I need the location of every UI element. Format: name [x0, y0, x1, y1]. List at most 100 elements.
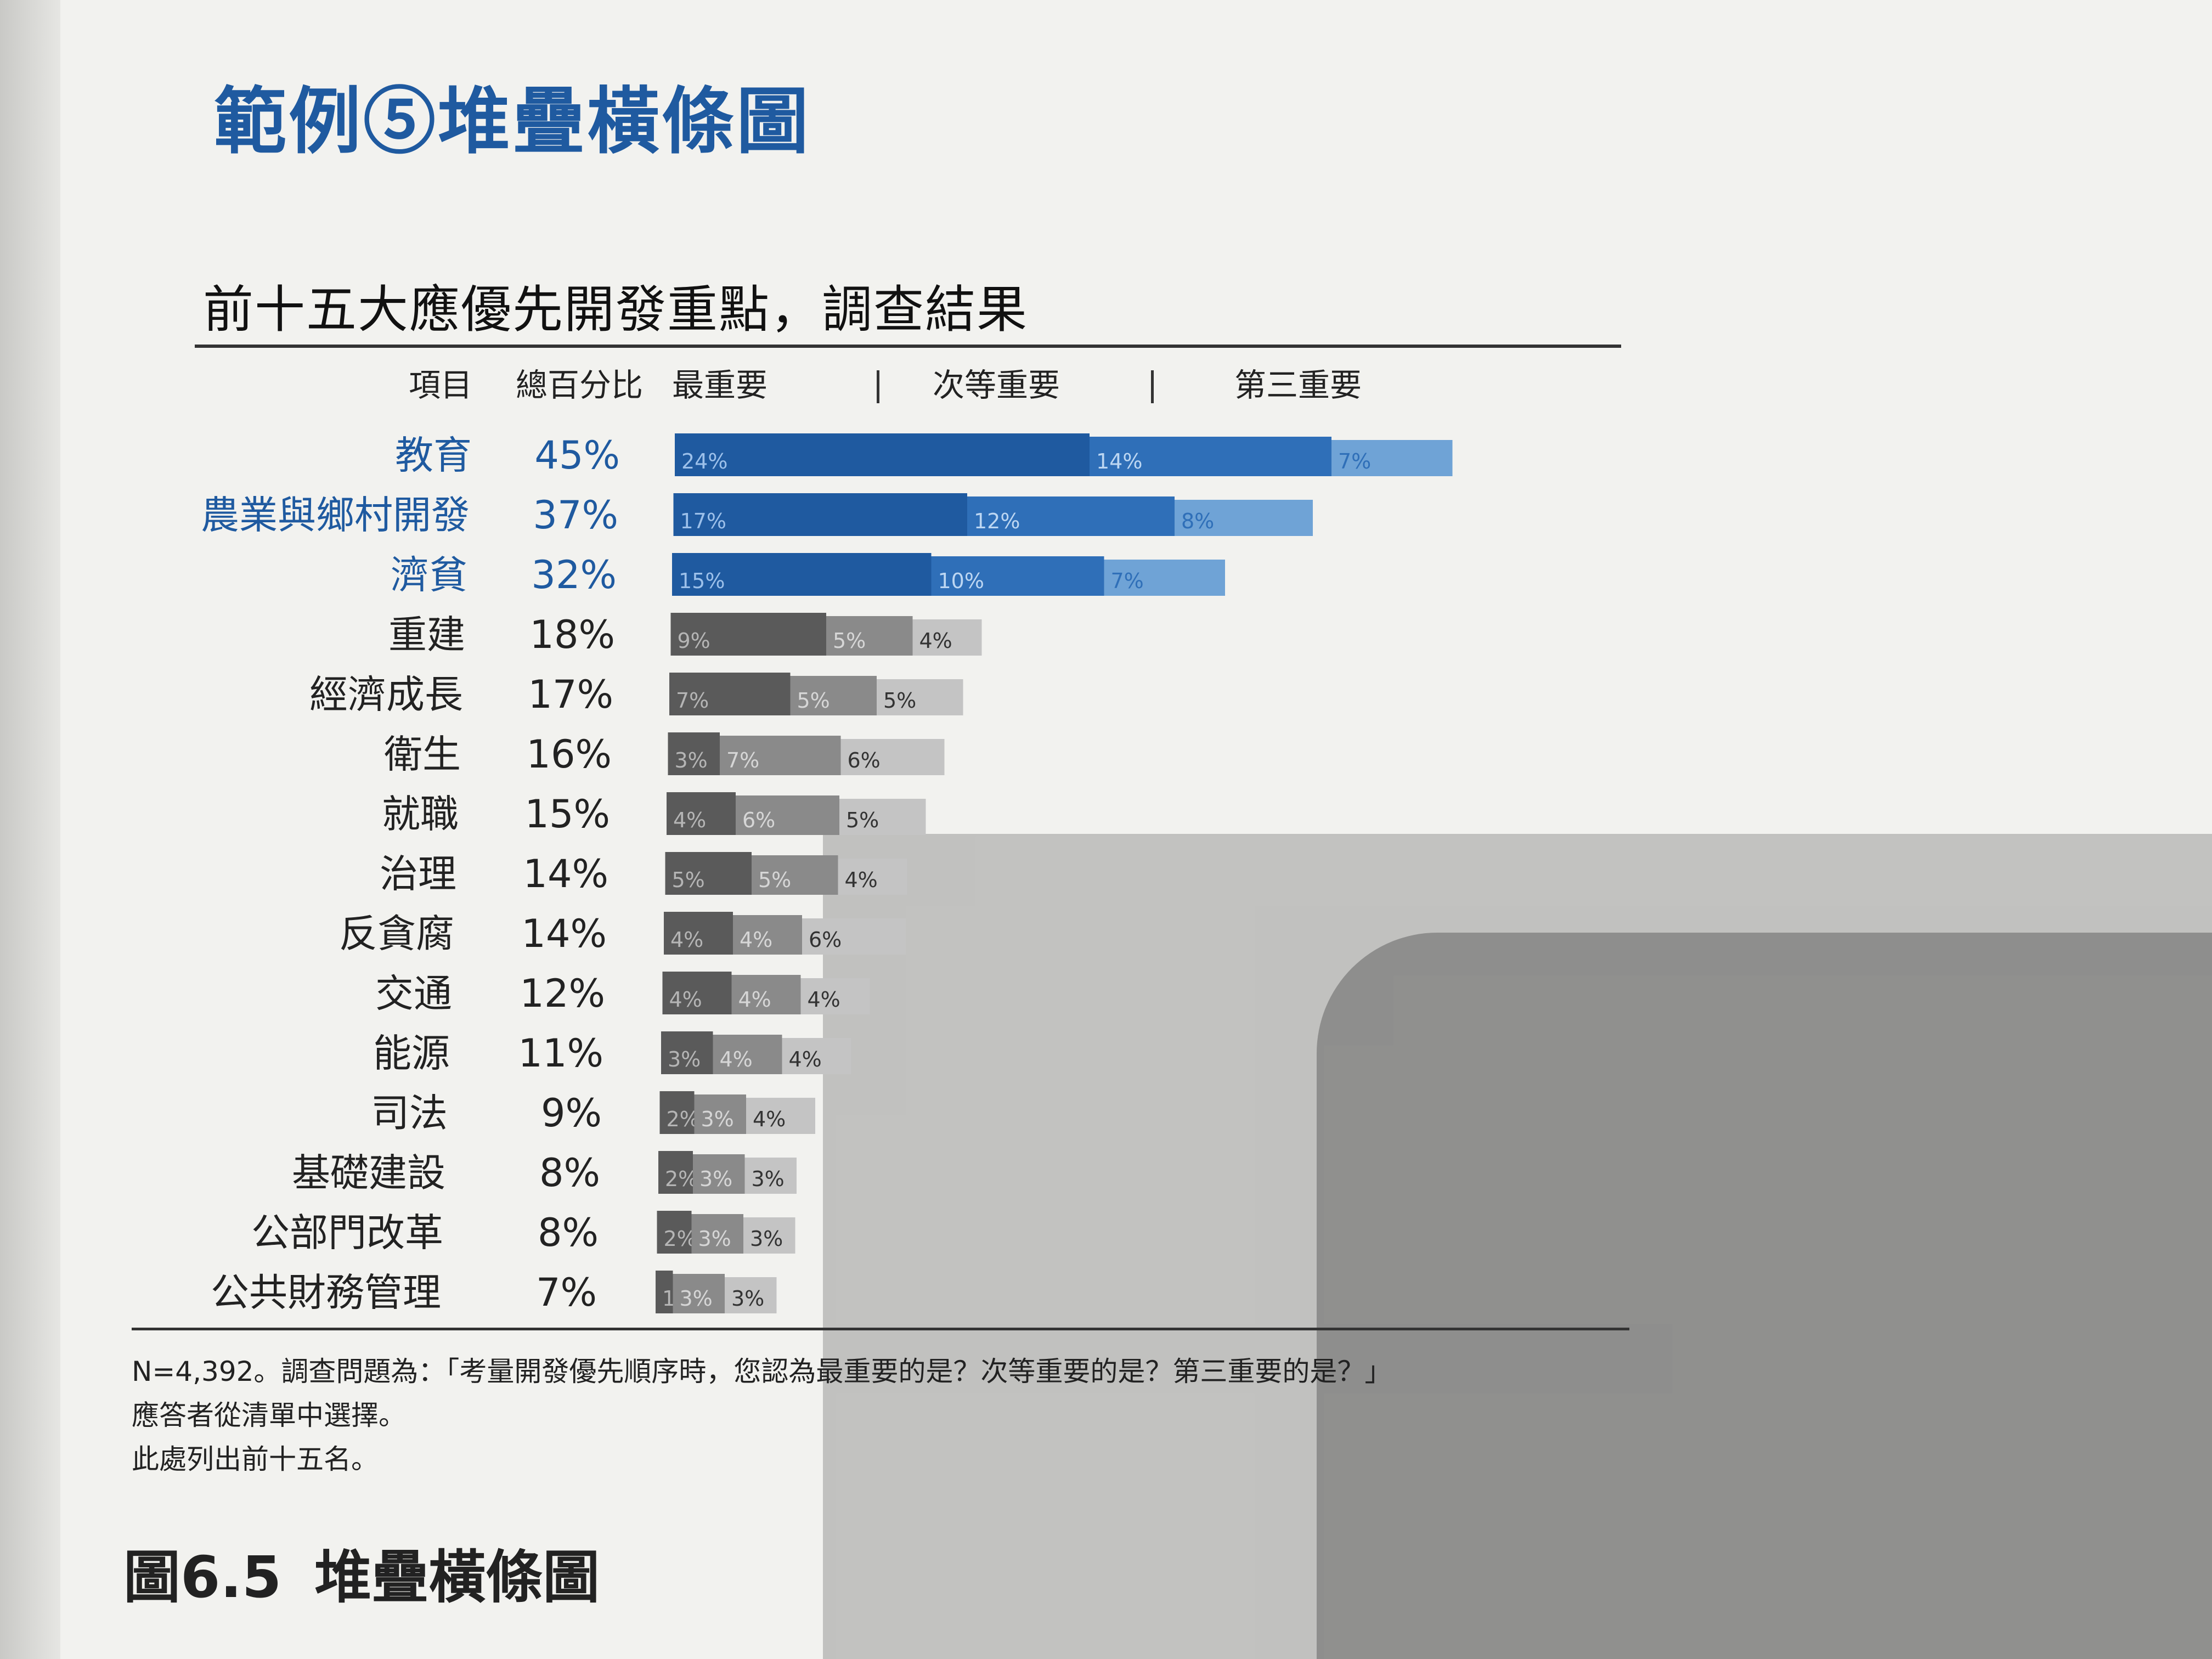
bar-segment: [1331, 440, 1453, 476]
bar-segment: [659, 1091, 695, 1134]
bar-segment: [657, 1211, 692, 1254]
segment-label: 6%: [809, 928, 842, 952]
category-label: 重建: [388, 612, 465, 657]
header-total: 總百分比: [516, 366, 644, 404]
segment-label: 6%: [848, 748, 881, 772]
bar-segment: [838, 859, 907, 895]
category-label: 基礎建設: [292, 1150, 445, 1195]
category-label: 公部門改革: [251, 1210, 443, 1255]
bar-segment: [782, 1038, 851, 1074]
category-label: 衛生: [384, 732, 461, 777]
bar-segment: [673, 493, 967, 536]
bar-segment: [691, 1214, 743, 1254]
header-separator: [877, 370, 879, 403]
bar-segment: [669, 673, 791, 715]
page-edge: [0, 0, 60, 1659]
segment-label: 5%: [883, 689, 916, 713]
bar-segment: [826, 616, 913, 656]
figure-number: 圖6.5: [123, 1544, 282, 1611]
bar-segment: [670, 613, 826, 656]
bar-segment: [1175, 500, 1313, 536]
segment-label: 7%: [1338, 449, 1371, 473]
segment-label: 24%: [681, 449, 727, 473]
segment-label: 7%: [1111, 569, 1144, 593]
bar-segment: [802, 918, 906, 955]
book-page: [60, 0, 2212, 1659]
segment-label: 17%: [680, 509, 726, 533]
category-label: 濟貧: [391, 552, 467, 597]
segment-label: 2%: [664, 1227, 697, 1251]
bar-segment: [675, 433, 1090, 476]
bar-segment: [1090, 437, 1331, 476]
total-label: 14%: [521, 911, 607, 956]
note-line: 應答者從清單中選擇。: [132, 1400, 406, 1431]
top-rule: [195, 345, 1621, 348]
segment-label: 3%: [701, 1107, 734, 1131]
header-separator: [1151, 370, 1154, 403]
segment-label: 2%: [665, 1167, 698, 1191]
chart-title: 前十五大應優先開發重點，調查結果: [203, 280, 1029, 339]
category-label: 能源: [373, 1031, 450, 1076]
bar-segment: [736, 795, 839, 835]
header-third: 第三重要: [1234, 366, 1362, 404]
segment-label: 4%: [740, 928, 772, 952]
bar-segment: [693, 1154, 745, 1194]
segment-label: 2%: [667, 1107, 699, 1131]
bar-segment: [967, 496, 1175, 536]
bottom-rule: [132, 1328, 1629, 1330]
total-label: 8%: [539, 1150, 600, 1195]
segment-label: 3%: [731, 1286, 764, 1311]
bar-segment: [658, 1151, 693, 1194]
device-shadow: [1317, 933, 2212, 1659]
category-label: 治理: [380, 851, 456, 896]
bar-segment: [664, 912, 733, 955]
bar-segment: [672, 553, 932, 596]
total-label: 37%: [533, 493, 618, 538]
segment-label: 5%: [672, 868, 705, 892]
segment-label: 3%: [680, 1286, 713, 1311]
segment-label: 4%: [845, 868, 878, 892]
figure-title: 堆疊橫條圖: [314, 1544, 600, 1611]
figure-caption: 圖6.5 堆疊橫條圖: [123, 1531, 600, 1613]
total-label: 7%: [536, 1270, 597, 1315]
category-label: 就職: [382, 792, 459, 837]
total-label: 18%: [529, 612, 615, 657]
bar-segment: [877, 679, 963, 715]
segment-label: 4%: [753, 1107, 786, 1131]
segment-label: 7%: [726, 748, 759, 772]
bar-segment: [746, 1098, 815, 1134]
bar-segment: [661, 1031, 713, 1074]
bar-segment: [665, 852, 752, 895]
segment-label: 4%: [919, 629, 952, 653]
category-label: 公共財務管理: [211, 1270, 441, 1315]
bar-segment: [720, 736, 841, 775]
bar-segment: [752, 855, 838, 895]
header-second: 次等重要: [933, 366, 1060, 404]
note-line: N=4,392。調查問題為：「考量開發優先順序時，您認為最重要的是？次等重要的是…: [132, 1356, 1392, 1387]
segment-label: 6%: [742, 808, 775, 832]
category-label: 經濟成長: [309, 672, 463, 717]
segment-label: 3%: [699, 1167, 732, 1191]
segment-label: 3%: [698, 1227, 731, 1251]
bar-segment: [733, 915, 802, 955]
note-line: 此處列出前十五名。: [132, 1443, 379, 1475]
segment-label: 12%: [974, 509, 1020, 533]
section-title: 範例⑤堆疊橫條圖: [214, 79, 811, 164]
segment-label: 14%: [1096, 449, 1142, 473]
segment-label: 4%: [789, 1047, 822, 1071]
total-label: 8%: [538, 1210, 599, 1255]
category-label: 農業與鄉村開發: [201, 493, 470, 538]
segment-label: 3%: [668, 1047, 701, 1071]
header-first: 最重要: [672, 366, 768, 404]
segment-label: 9%: [678, 629, 710, 653]
bar-segment: [744, 1158, 797, 1194]
segment-label: 3%: [752, 1167, 785, 1191]
segment-label: 8%: [1181, 509, 1214, 533]
total-label: 17%: [528, 672, 613, 717]
total-label: 9%: [541, 1091, 602, 1136]
bar-segment: [656, 1271, 673, 1313]
segment-label: 3%: [750, 1227, 783, 1251]
total-label: 11%: [518, 1031, 603, 1076]
segment-label: 4%: [808, 988, 840, 1012]
segment-label: 5%: [797, 689, 830, 713]
